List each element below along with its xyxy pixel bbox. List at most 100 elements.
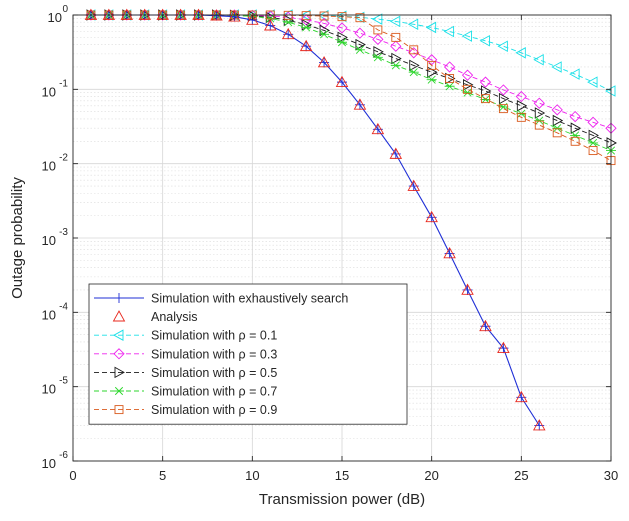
data-point bbox=[481, 85, 492, 97]
data-point bbox=[570, 122, 582, 134]
data-point bbox=[497, 341, 510, 353]
legend-label: Analysis bbox=[151, 310, 198, 324]
y-tick-label: -310 bbox=[42, 227, 69, 248]
data-point bbox=[463, 79, 474, 91]
data-point bbox=[534, 120, 544, 130]
data-point bbox=[317, 56, 331, 68]
data-point bbox=[426, 54, 438, 66]
x-tick-label: 10 bbox=[245, 468, 259, 483]
data-point bbox=[588, 138, 599, 148]
data-point bbox=[497, 84, 510, 96]
data-point bbox=[373, 46, 384, 58]
x-tick-label: 20 bbox=[424, 468, 438, 483]
data-point bbox=[425, 210, 438, 223]
data-point bbox=[426, 75, 437, 84]
data-point bbox=[570, 131, 581, 140]
data-point bbox=[228, 10, 241, 22]
data-point bbox=[461, 69, 474, 81]
x-tick-label: 5 bbox=[159, 468, 166, 483]
data-point bbox=[479, 35, 490, 47]
x-tick-label: 15 bbox=[335, 468, 349, 483]
data-point bbox=[299, 39, 313, 52]
legend-entry: Simulation with ρ = 0.7 bbox=[94, 385, 277, 399]
legend-label: Simulation with ρ = 0.9 bbox=[151, 403, 277, 417]
data-point bbox=[587, 116, 599, 128]
y-tick-base: 10 bbox=[42, 307, 56, 322]
data-point bbox=[391, 52, 402, 65]
y-tick-exponent: -6 bbox=[59, 450, 68, 461]
data-point bbox=[534, 107, 546, 119]
y-tick-base: 10 bbox=[42, 382, 56, 397]
data-point bbox=[569, 68, 580, 80]
data-point bbox=[588, 146, 598, 156]
series-line bbox=[90, 14, 612, 152]
data-point bbox=[533, 97, 545, 109]
data-point bbox=[120, 8, 134, 20]
data-point bbox=[319, 11, 329, 21]
data-point bbox=[408, 68, 419, 77]
y-tick-base: 10 bbox=[42, 159, 56, 174]
legend-label: Simulation with ρ = 0.3 bbox=[151, 347, 277, 361]
data-point bbox=[301, 23, 312, 32]
data-point bbox=[515, 90, 527, 103]
data-point bbox=[408, 47, 420, 59]
data-point bbox=[463, 84, 472, 94]
data-point bbox=[552, 114, 564, 127]
data-point bbox=[443, 61, 456, 73]
data-point bbox=[391, 32, 401, 42]
data-point bbox=[551, 61, 562, 73]
data-point bbox=[497, 40, 508, 53]
legend-entry: Simulation with ρ = 0.3 bbox=[94, 347, 277, 361]
data-point bbox=[407, 179, 420, 191]
data-point bbox=[445, 74, 455, 83]
y-tick-exponent: -4 bbox=[59, 301, 68, 312]
data-point bbox=[353, 98, 367, 110]
legend-marker bbox=[114, 293, 124, 303]
data-point bbox=[461, 283, 474, 295]
data-point bbox=[515, 47, 526, 59]
y-tick-label: -210 bbox=[42, 153, 69, 174]
y-tick-exponent: -2 bbox=[59, 153, 68, 164]
y-tick-label: -410 bbox=[42, 301, 69, 322]
data-point bbox=[371, 122, 385, 135]
legend-marker bbox=[112, 310, 126, 322]
legend-entry: Simulation with exhaustively search bbox=[94, 292, 348, 306]
y-tick-base: 10 bbox=[42, 456, 56, 471]
legend-entry: Simulation with ρ = 0.9 bbox=[94, 403, 277, 417]
series-line bbox=[90, 14, 612, 161]
data-point bbox=[569, 110, 581, 123]
data-point bbox=[281, 27, 295, 40]
data-point bbox=[461, 30, 472, 42]
data-point bbox=[373, 25, 383, 35]
y-tick-exponent: -1 bbox=[59, 78, 68, 89]
data-point bbox=[588, 129, 599, 142]
data-point bbox=[336, 22, 348, 34]
data-point bbox=[515, 390, 528, 403]
legend-label: Simulation with exhaustively search bbox=[151, 292, 348, 306]
data-point bbox=[389, 147, 403, 159]
x-tick-label: 30 bbox=[604, 468, 618, 483]
legend: Simulation with exhaustively search Analy… bbox=[88, 283, 408, 425]
data-point bbox=[265, 14, 276, 23]
data-point bbox=[335, 75, 349, 87]
data-point bbox=[533, 419, 546, 431]
data-point bbox=[427, 60, 437, 70]
legend-marker bbox=[114, 366, 125, 379]
data-point bbox=[389, 15, 401, 28]
data-point bbox=[409, 45, 419, 55]
data-point bbox=[337, 38, 347, 47]
data-point bbox=[516, 100, 528, 112]
data-point bbox=[337, 31, 348, 44]
y-tick-exponent: 0 bbox=[62, 4, 68, 15]
data-point bbox=[479, 76, 492, 88]
y-tick-exponent: -3 bbox=[59, 227, 68, 238]
data-point bbox=[533, 53, 544, 66]
y-tick-base: 10 bbox=[42, 84, 56, 99]
data-point bbox=[246, 13, 259, 25]
legend-marker bbox=[114, 405, 124, 415]
data-point bbox=[84, 8, 98, 20]
data-point bbox=[102, 8, 116, 20]
data-point bbox=[319, 24, 330, 37]
